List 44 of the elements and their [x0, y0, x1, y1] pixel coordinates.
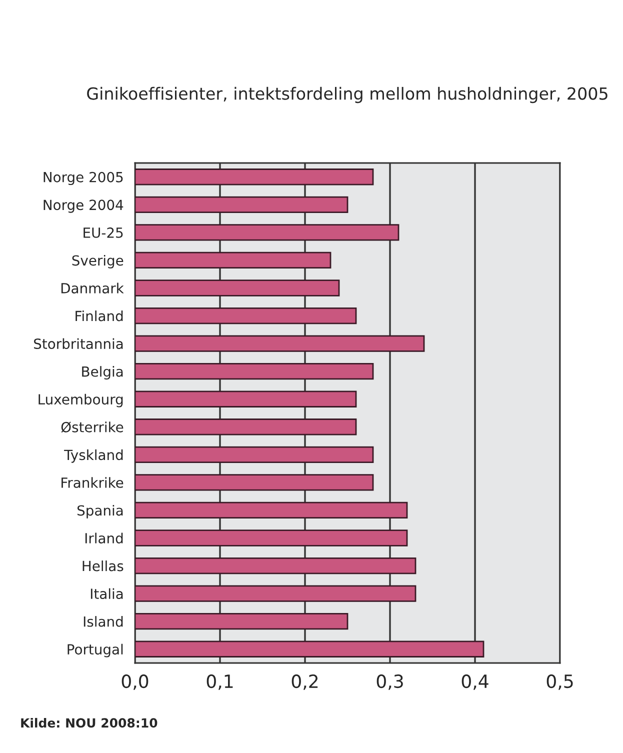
bar: [135, 280, 340, 296]
x-tick-label: 0,1: [206, 674, 233, 690]
x-tick-label: 0,4: [462, 674, 488, 690]
y-tick-label: Portugal: [68, 644, 123, 658]
y-tick-label: Belgia: [82, 366, 123, 380]
y-tick-label: Frankrike: [62, 477, 124, 488]
y-tick-label: Østerrike: [61, 422, 124, 433]
bar: [135, 585, 416, 602]
y-tick-label: Storbritannia: [34, 338, 123, 350]
bar: [135, 168, 374, 186]
bar: [135, 418, 357, 436]
x-tick-label: 0,3: [376, 674, 403, 690]
y-tick-label: Italia: [90, 588, 123, 600]
bar: [135, 640, 484, 658]
bar: [135, 474, 374, 491]
y-tick-label: Island: [84, 616, 123, 627]
bar: [135, 613, 348, 630]
bar: [135, 224, 400, 241]
bar: [135, 557, 416, 574]
bar: [135, 390, 357, 408]
y-tick-label: Tyskland: [64, 449, 123, 463]
x-tick-label: 0,5: [546, 674, 573, 690]
bar: [135, 530, 408, 546]
y-tick-label: Norge 2005: [44, 172, 123, 186]
bar: [135, 363, 374, 380]
y-tick-label: Danmark: [61, 282, 124, 294]
y-tick-label: Norge 2004: [44, 200, 124, 213]
x-tick-label: 0,0: [122, 674, 148, 690]
y-tick-label: Irland: [85, 532, 123, 544]
y-tick-label: Luxembourg: [38, 394, 123, 408]
text: Kilde: NOU 2008:10: [21, 718, 158, 728]
bar: [135, 502, 408, 519]
y-tick-label: EU-25: [84, 227, 123, 238]
y-tick-label: Spania: [77, 504, 123, 518]
x-tick-label: 0,2: [292, 674, 318, 690]
y-tick-label: Hellas: [82, 560, 124, 572]
bar: [135, 446, 374, 463]
y-tick-label: Finland: [76, 310, 123, 322]
chart-title: Ginikoeffisienter, intektsfordeling mellom husholdninger, 2005: [87, 86, 608, 104]
bar: [135, 335, 425, 352]
y-tick-label: Sverige: [72, 254, 124, 268]
bar: [135, 307, 357, 324]
bar: [135, 196, 348, 213]
bar: [135, 252, 332, 269]
